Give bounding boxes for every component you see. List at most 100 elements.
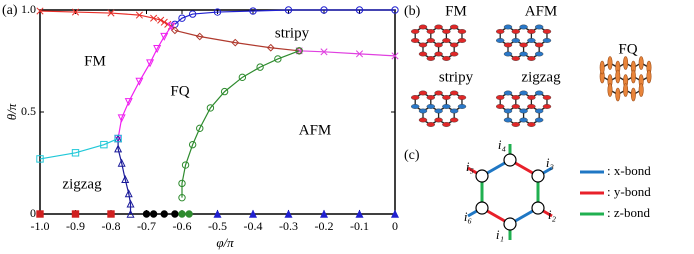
site: [531, 169, 545, 183]
spin: [434, 117, 443, 123]
site-label: i₅: [466, 159, 474, 174]
spin: [449, 42, 459, 48]
marker: [355, 6, 364, 14]
spin: [534, 108, 544, 114]
spin: [503, 24, 513, 30]
marker: [196, 124, 204, 133]
spin: [615, 69, 621, 84]
spin: [496, 38, 505, 43]
phase-label: FM: [84, 53, 106, 69]
marker: [178, 14, 186, 22]
marker: [320, 6, 328, 14]
series-line: [174, 29, 300, 52]
spin: [503, 51, 513, 57]
phase-label: AFM: [299, 122, 332, 138]
marker: [355, 50, 364, 58]
spin: [511, 122, 520, 127]
x-tick-label: -0.1: [350, 219, 369, 233]
marker: [135, 11, 143, 19]
series-line: [117, 138, 132, 214]
marker: [149, 210, 158, 218]
x-tick-label: -0.3: [279, 219, 298, 233]
marker: [135, 77, 144, 86]
spin: [519, 42, 528, 48]
marker: [206, 104, 215, 112]
marker: [188, 10, 197, 18]
marker: [185, 210, 193, 218]
marker: [274, 55, 282, 63]
spin: [638, 83, 644, 97]
site: [531, 201, 545, 215]
marker: [150, 14, 158, 22]
spin: [434, 51, 443, 57]
spin: [449, 24, 459, 30]
spin: [496, 95, 505, 100]
marker: [124, 98, 133, 107]
spin: [418, 108, 428, 114]
spin: [630, 87, 636, 102]
spin: [503, 90, 513, 96]
marker: [36, 155, 44, 163]
spin: [511, 56, 520, 61]
y-axis-label: θ/π: [4, 103, 19, 120]
marker: [213, 8, 222, 16]
panel-label: (c): [404, 148, 420, 163]
x-tick-label: -0.4: [244, 219, 263, 233]
marker: [126, 199, 135, 208]
marker: [178, 193, 186, 202]
marker: [107, 9, 115, 17]
legend-label: : y-bond: [607, 184, 651, 199]
phase-label: stripy: [275, 25, 310, 41]
site: [475, 169, 489, 183]
spin: [630, 69, 636, 84]
spin: [623, 56, 629, 70]
spin: [434, 24, 443, 30]
marker: [153, 45, 162, 54]
marker: [121, 175, 130, 184]
spin: [527, 122, 536, 127]
marker: [124, 189, 133, 198]
spin: [496, 29, 505, 34]
spin: [426, 104, 435, 109]
spin: [542, 29, 552, 34]
spin: [418, 24, 428, 30]
phase-label: FQ: [170, 83, 189, 99]
spin: [542, 95, 552, 100]
spin: [542, 104, 552, 109]
marker: [319, 209, 329, 218]
marker: [195, 32, 204, 41]
marker: [188, 140, 197, 149]
spin: [503, 108, 513, 114]
spin: [442, 29, 451, 34]
spin: [418, 90, 428, 96]
marker: [266, 43, 275, 52]
x-axis-label: φ/π: [216, 235, 234, 250]
spin: [527, 29, 536, 34]
spin: [457, 104, 467, 109]
spin: [534, 51, 544, 57]
x-tick-label: 0: [392, 219, 398, 233]
phase-name: FM: [445, 3, 467, 19]
site-label: i₁: [496, 227, 504, 242]
site-label: i₂: [548, 207, 557, 222]
spin: [511, 104, 520, 109]
spin: [534, 90, 544, 96]
x-tick-label: -0.2: [315, 219, 334, 233]
y-tick-label: 0.5: [21, 104, 36, 118]
spin: [534, 42, 544, 48]
spin: [457, 38, 467, 43]
marker: [284, 6, 293, 14]
x-tick-label: -0.5: [208, 219, 227, 233]
phase-name: FQ: [618, 41, 637, 57]
spin: [411, 38, 420, 43]
spin: [434, 108, 443, 114]
marker: [114, 134, 122, 143]
marker: [355, 209, 364, 218]
spin: [411, 29, 420, 34]
spin: [519, 51, 528, 57]
marker: [36, 7, 44, 15]
marker: [231, 38, 240, 47]
marker: [220, 87, 229, 96]
marker: [178, 210, 186, 218]
